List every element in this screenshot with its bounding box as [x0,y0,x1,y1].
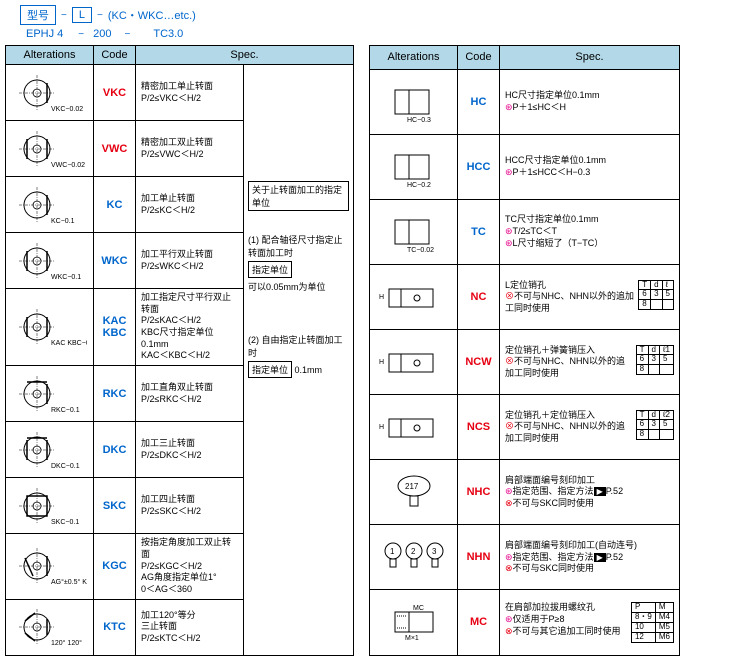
alt-icon: KAC KBC−0.1 [6,289,94,366]
svg-text:2: 2 [411,547,416,556]
code-cell: NC [458,265,500,330]
h2c: TC3.0 [153,28,183,40]
alt-icon: RKC−0.1 [6,366,94,422]
alt-icon: VKC−0.02 [6,65,94,121]
code-cell: NCW [458,330,500,395]
header: 型号 − L − (KC・WKC…etc.) EPHJ 4 − 200 − TC… [0,0,731,45]
header-suffix: (KC・WKC…etc.) [108,7,196,23]
svg-text:H: H [379,359,384,366]
code-cell: KC [94,177,136,233]
svg-text:MC: MC [413,605,424,612]
svg-text:1: 1 [390,547,395,556]
spec-cell: PM8・9M410M512M6在肩部加拉拔用螺纹孔⊛仅适用于P≥8⊗不可与其它追… [500,590,680,655]
code-cell: HCC [458,134,500,199]
svg-text:H: H [379,294,384,301]
code-cell: DKC [94,422,136,478]
note-cell: 关于止转面加工的指定单位 (1) 配合轴径尺寸指定止转面加工时 指定单位 可以0… [244,65,354,656]
alt-icon: DKC−0.1 [6,422,94,478]
spec-cell: 按指定角度加工双止转面P/2≤KGC＜H/2AG角度指定单位1°0＜AG＜360 [136,534,244,599]
svg-text:120° 120°: 120° 120° [51,639,82,647]
spec-cell: TC尺寸指定单位0.1mm⊛T/2≤TC＜T⊛L尺寸缩短了（T−TC） [500,199,680,264]
h2b: 200 [93,28,111,40]
h2a: EPHJ 4 [26,28,63,40]
th-code2: Code [458,46,500,70]
svg-text:M×1: M×1 [405,635,419,642]
spec-cell: 加工四止转面P/2≤SKC＜H/2 [136,478,244,534]
th-spec: Spec. [136,46,354,65]
th-spec2: Spec. [500,46,680,70]
alt-icon: H [370,330,458,395]
code-cell: KTC [94,599,136,655]
alt-icon: H [370,395,458,460]
box-type: 型号 [20,5,56,25]
box-L: L [72,7,92,23]
code-cell: VWC [94,121,136,177]
spec-cell: 加工单止转面P/2≤KC＜H/2 [136,177,244,233]
spec-cell: Tdℓ6358L定位销孔⊗不可与NHC、NHN以外的追加工同时使用 [500,265,680,330]
alt-icon: 217 [370,460,458,525]
th-code: Code [94,46,136,65]
svg-text:KC−0.1: KC−0.1 [51,218,75,225]
svg-text:WKC−0.1: WKC−0.1 [51,274,81,281]
code-cell: VKC [94,65,136,121]
spec-cell: 肩部端面编号刻印加工⊛指定范围、指定方法▶P.52⊗不可与SKC同时使用 [500,460,680,525]
spec-cell: 肩部端面编号刻印加工(自动连号)⊛指定范围、指定方法▶P.52⊗不可与SKC同时… [500,525,680,590]
spec-cell: 精密加工单止转面P/2≤VKC＜H/2 [136,65,244,121]
spec-cell: 加工直角双止转面P/2≤RKC＜H/2 [136,366,244,422]
code-cell: HC [458,69,500,134]
code-cell: NCS [458,395,500,460]
alt-icon: HC−0.2 [370,134,458,199]
spec-cell: Tdℓ16358定位销孔＋弹簧销压入⊗不可与NHC、NHN以外的追加工同时使用 [500,330,680,395]
th-alt2: Alterations [370,46,458,70]
svg-text:KAC KBC−0.1: KAC KBC−0.1 [51,340,87,347]
alt-icon: WKC−0.1 [6,233,94,289]
spec-cell: 加工120°等分三止转面P/2≤KTC＜H/2 [136,599,244,655]
code-cell: NHN [458,525,500,590]
spec-cell: HC尺寸指定单位0.1mm⊛P＋1≤HC＜H [500,69,680,134]
alt-icon: VWC−0.02 [6,121,94,177]
svg-text:SKC−0.1: SKC−0.1 [51,519,79,526]
spec-cell: HCC尺寸指定单位0.1mm⊛P＋1≤HCC＜H−0.3 [500,134,680,199]
code-cell: SKC [94,478,136,534]
svg-text:RKC−0.1: RKC−0.1 [51,407,80,414]
alt-icon: MC M×1 [370,590,458,655]
svg-text:TC−0.02: TC−0.02 [407,247,434,254]
spec-cell: 精密加工双止转面P/2≤VWC＜H/2 [136,121,244,177]
alt-icon: 120° 120° [6,599,94,655]
code-cell: MC [458,590,500,655]
spec-cell: 加工三止转面P/2≤DKC＜H/2 [136,422,244,478]
svg-text:H: H [379,424,384,431]
alt-icon: H [370,265,458,330]
code-cell: KGC [94,534,136,599]
code-cell: NHC [458,460,500,525]
right-table: Alterations Code Spec. HC−0.3 HCHC尺寸指定单位… [369,45,680,656]
code-cell: RKC [94,366,136,422]
spec-cell: 加工平行双止转面P/2≤WKC＜H/2 [136,233,244,289]
svg-text:DKC−0.1: DKC−0.1 [51,463,80,470]
alt-icon: KC−0.1 [6,177,94,233]
spec-cell: Tdℓ26358定位销孔＋定位销压入⊗不可与NHC、NHN以外的追加工同时使用 [500,395,680,460]
svg-text:217: 217 [405,482,419,491]
left-table: Alterations Code Spec. VKC−0.02 VKC精密加工单… [5,45,354,656]
code-cell: KACKBC [94,289,136,366]
code-cell: TC [458,199,500,264]
svg-text:VKC−0.02: VKC−0.02 [51,106,83,113]
svg-text:AG°±0.5° KGC−0.1: AG°±0.5° KGC−0.1 [51,578,87,586]
svg-text:3: 3 [432,547,437,556]
svg-text:HC−0.2: HC−0.2 [407,182,431,189]
alt-icon: AG°±0.5° KGC−0.1 [6,534,94,599]
code-cell: WKC [94,233,136,289]
svg-text:VWC−0.02: VWC−0.02 [51,162,85,169]
th-alt: Alterations [6,46,94,65]
alt-icon: HC−0.3 [370,69,458,134]
alt-icon: 1 2 3 [370,525,458,590]
alt-icon: TC−0.02 [370,199,458,264]
alt-icon: SKC−0.1 [6,478,94,534]
spec-cell: 加工指定尺寸平行双止转面P/2≤KAC＜H/2KBC尺寸指定单位0.1mmKAC… [136,289,244,366]
svg-text:HC−0.3: HC−0.3 [407,117,431,124]
